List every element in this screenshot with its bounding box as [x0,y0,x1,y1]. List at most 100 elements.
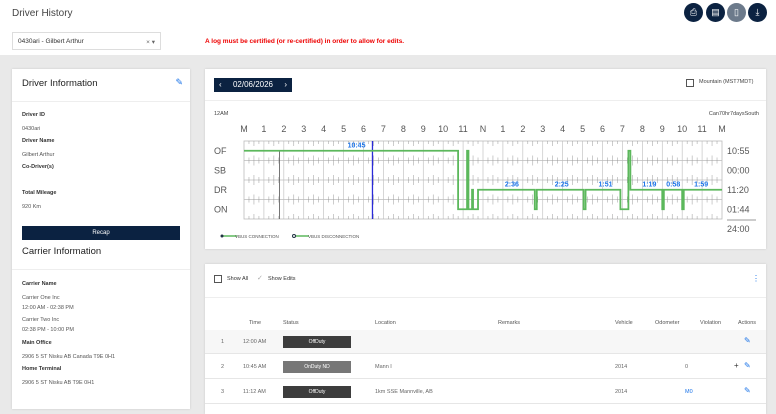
column-violation: Violation [700,320,721,326]
row-time: 12:00 AM [243,339,267,345]
column-status: Status [283,320,299,326]
ruleset-label: Can70hr7daysSouth [709,111,759,117]
mileage-label: Total Mileage [22,190,57,196]
row-label-of: OF [214,146,227,156]
main-office-label: Main Office [22,340,52,346]
page-title: Driver History [12,8,73,19]
row-number: 2 [221,364,225,370]
row-total: 00:00 [727,166,750,176]
check-icon[interactable]: ✓ [257,275,263,282]
driver-id-label: Driver ID [22,112,45,118]
more-menu-icon[interactable]: ⋮ [752,274,760,283]
row-location: 1km SSE Mannville, AB [375,389,433,395]
show-all-checkbox[interactable] [214,275,222,283]
driver-info-title: Driver Information [22,78,98,89]
edit-driver-icon[interactable]: ✎ [175,77,183,87]
file-icon[interactable]: ▯ [727,3,746,22]
carrier-name-label: Carrier Name [22,281,57,287]
legend-connection-dot [220,234,224,238]
column-vehicle: Vehicle [615,320,633,326]
hour-label: 1 [500,124,505,134]
driver-name: Gilbert Arthur [22,152,55,158]
timezone-checkbox[interactable] [686,79,694,87]
certify-warning: A log must be certified (or re-certified… [205,38,405,45]
print-icon[interactable]: ⎙ [684,3,703,22]
driver-id: 0430ari [22,126,41,132]
legend-disconnection-dot [292,234,296,238]
duration-label: 0:58 [666,182,680,189]
log-graph: 12AM Can70hr7daysSouth M 1 2 3 4 5 6 7 8 9 10 11 N 1 2 3 4… [214,111,759,239]
column-remarks: Remarks [498,320,521,326]
row-vehicle: 2014 [615,389,628,395]
row-total: 01:44 [727,205,750,215]
table-row: 3 11:12 AM OffDuty 1km SSE Mannville, AB… [205,380,766,404]
hour-label: 9 [660,124,665,134]
driver-info-card: Driver Information ✎ Driver ID 0430ari D… [12,69,190,409]
row-label-dr: DR [214,185,227,195]
prev-day-button[interactable]: ‹ [219,80,222,89]
table-row: 2 10:45 AM OnDuty ND Mann I 2014 0 + ✎ [205,355,766,379]
edit-icon[interactable]: ✎ [744,386,751,395]
hour-label: 1 [261,124,266,134]
header: Driver History ⎙ ▤ ▯ ⤓ 0430ari - Gilbert… [0,0,776,55]
hour-label: 5 [580,124,585,134]
column-location: Location [375,320,396,326]
hour-label: 7 [381,124,386,134]
add-icon[interactable]: + [734,361,739,370]
date-value[interactable]: 02/06/2026 [232,80,274,89]
column-actions: Actions [738,320,757,326]
row-total: 11:20 [727,185,749,195]
driver-name-label: Driver Name [22,138,55,144]
hour-label: 4 [321,124,326,134]
duration-label: 1:51 [599,182,613,189]
hour-label: 6 [361,124,366,134]
edit-icon[interactable]: ✎ [744,361,751,370]
status-badge: OffDuty [283,336,351,348]
recap-button[interactable]: Recap [22,226,180,240]
duration-label: 1:59 [694,182,708,189]
home-terminal: 2906 5 ST Nisku AB T9E 0H1 [22,380,95,386]
hour-label: 7 [620,124,625,134]
driver-select[interactable]: 0430ari - Gilbert Arthur × ▾ [12,32,161,50]
carrier-2-time: 02:38 PM - 10:00 PM [22,327,74,333]
grand-total: 24:00 [727,224,750,234]
hour-label: 5 [341,124,346,134]
edit-icon[interactable]: ✎ [744,336,751,345]
row-odometer: 0 [685,364,689,370]
status-badge: OffDuty [283,386,351,398]
row-odometer[interactable]: M0 [685,389,693,395]
hour-label: 11 [458,124,467,134]
hour-label: 8 [640,124,645,134]
table-row: 1 12:00 AM OffDuty ✎ [205,330,766,354]
hour-label: 11 [697,124,706,134]
hour-label: 6 [600,124,605,134]
hour-label: 3 [301,124,306,134]
row-vehicle: 2014 [615,364,628,370]
column-odometer: Odometer [655,320,680,326]
documents-icon[interactable]: ▤ [706,3,725,22]
duration-label: 10:45 [348,143,366,150]
hour-label: 2 [520,124,525,134]
row-time: 10:45 AM [243,364,267,370]
hour-label: 8 [401,124,406,134]
chevron-down-icon[interactable]: ▾ [151,39,155,46]
carrier-info-title: Carrier Information [22,246,102,257]
row-total: 10:55 [727,146,750,156]
clear-icon[interactable]: × [146,39,150,46]
show-edits-label: Show Edits [268,276,296,282]
main-office: 2906 5 ST Nisku AB Canada T9E 0H1 [22,354,116,360]
hour-label: M [718,124,726,134]
row-number: 1 [221,339,225,345]
download-icon[interactable]: ⤓ [748,3,767,22]
hour-label: M [240,124,248,134]
codriver-label: Co-Driver(s) [22,164,54,170]
next-day-button[interactable]: › [284,80,287,89]
row-number: 3 [221,389,225,395]
hour-label: 10 [438,124,448,134]
column-time: Time [249,320,262,326]
hour-label: 3 [540,124,545,134]
legend-connection: VBUS CONNECTION [235,234,279,239]
start-label: 12AM [214,111,229,117]
driver-select-value: 0430ari - Gilbert Arthur [18,38,84,45]
hour-label: 10 [677,124,687,134]
